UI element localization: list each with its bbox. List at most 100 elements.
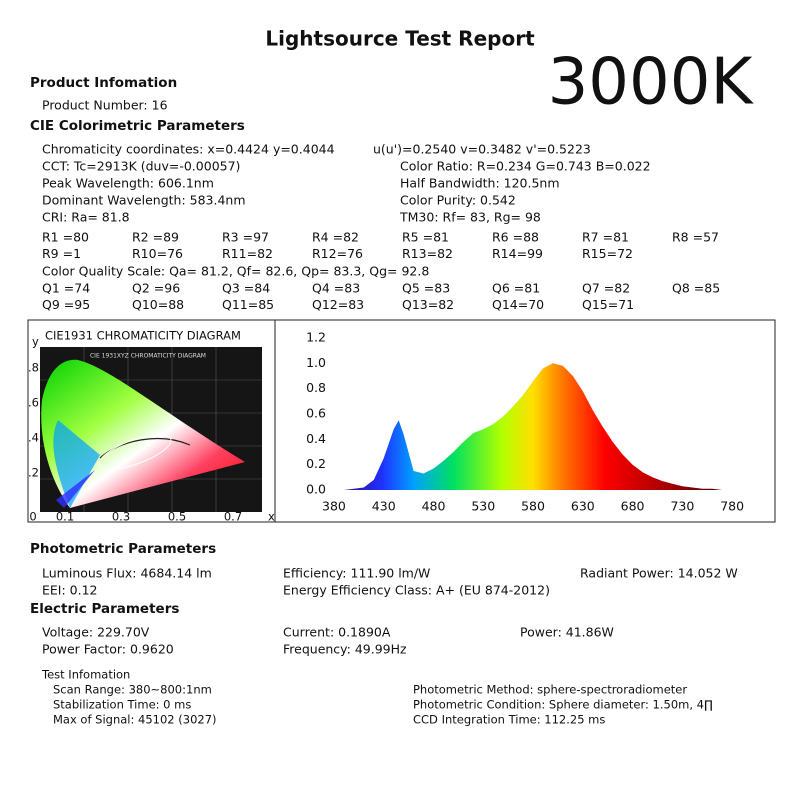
field: Luminous Flux: 4684.14 lm [42, 566, 212, 581]
field: Power Factor: 0.9620 [42, 642, 174, 657]
field: Product Number: 16 [42, 98, 168, 113]
index-value: R2 =89 [132, 230, 179, 245]
field: Scan Range: 380~800:1nm [53, 683, 212, 697]
index-value: R13=82 [402, 246, 453, 261]
field: Efficiency: 111.90 lm/W [283, 566, 430, 581]
index-value: R8 =57 [672, 230, 719, 245]
field: Dominant Wavelength: 583.4nm [42, 193, 246, 208]
heading: Photometric Parameters [30, 541, 216, 557]
index-value: Q4 =83 [312, 281, 360, 296]
index-value: R7 =81 [582, 230, 629, 245]
x-tick-label: 780 [720, 499, 744, 514]
index-value: R15=72 [582, 246, 633, 261]
y-tick-label: 0.4 [306, 431, 326, 446]
index-value: Q3 =84 [222, 281, 270, 296]
index-value: R1 =80 [42, 230, 89, 245]
inner-title: CIE 1931XYZ CHROMATICITY DIAGRAM [90, 353, 206, 360]
locus-blue [53, 420, 100, 508]
index-value: Q9 =95 [42, 297, 90, 312]
index-value: R11=82 [222, 246, 273, 261]
x-tick-label: 0 [29, 510, 36, 524]
spectrum-area [333, 363, 733, 490]
y-tick-label: 0.2 [306, 456, 326, 471]
index-value: Q2 =96 [132, 281, 180, 296]
index-value: R14=99 [492, 246, 543, 261]
axis-label: y [32, 335, 39, 349]
index-value: Q12=83 [312, 297, 364, 312]
x-tick-label: 630 [571, 499, 595, 514]
index-value: R6 =88 [492, 230, 539, 245]
locus-violet [56, 470, 95, 508]
x-tick-label: 380 [322, 499, 346, 514]
locus-ellipse [98, 434, 172, 470]
field: Energy Efficiency Class: A+ (EU 874-2012… [283, 583, 550, 598]
field: Color Quality Scale: Qa= 81.2, Qf= 82.6,… [42, 264, 429, 279]
index-value: Q11=85 [222, 297, 274, 312]
x-tick-label: 530 [471, 499, 495, 514]
index-value: Q5 =83 [402, 281, 450, 296]
field: Stabilization Time: 0 ms [53, 698, 191, 712]
field: Photometric Method: sphere-spectroradiom… [413, 683, 687, 697]
field: EEI: 0.12 [42, 583, 98, 598]
figure-box [27, 319, 776, 523]
field: Frequency: 49.99Hz [283, 642, 407, 657]
heading: Product Infomation [30, 75, 177, 91]
y-tick-label: 1.2 [306, 330, 326, 345]
title: Lightsource Test Report [265, 27, 535, 51]
diagram-title: CIE1931 CHROMATICITY DIAGRAM [45, 329, 241, 343]
field: CRI: Ra= 81.8 [42, 210, 130, 225]
index-value: R10=76 [132, 246, 183, 261]
x-tick-label: 0.5 [168, 510, 186, 524]
cct-badge: 3000K [548, 46, 755, 120]
heading: Test Infomation [41, 668, 130, 682]
y-tick-label: 0.8 [306, 380, 326, 395]
index-value: Q7 =82 [582, 281, 630, 296]
index-value: Q8 =85 [672, 281, 720, 296]
index-value: Q6 =81 [492, 281, 540, 296]
y-tick-label: 1.0 [306, 355, 326, 370]
heading: Electric Parameters [30, 601, 179, 617]
x-tick-label: 430 [372, 499, 396, 514]
field: Peak Wavelength: 606.1nm [42, 176, 214, 191]
field: CCD Integration Time: 112.25 ms [413, 713, 605, 727]
index-value: R12=76 [312, 246, 363, 261]
x-tick-label: 480 [422, 499, 446, 514]
index-value: Q1 =74 [42, 281, 90, 296]
field: TM30: Rf= 83, Rg= 98 [399, 210, 541, 225]
index-value: R4 =82 [312, 230, 359, 245]
index-value: R9 =1 [42, 246, 81, 261]
x-tick-label: 680 [621, 499, 645, 514]
y-tick-label: .6 [28, 396, 39, 410]
spectral-locus [41, 359, 245, 508]
index-value: Q13=82 [402, 297, 454, 312]
field: Max of Signal: 45102 (3027) [53, 713, 217, 727]
field: Color Purity: 0.542 [400, 193, 516, 208]
field: Radiant Power: 14.052 W [580, 566, 738, 581]
field: CCT: Tc=2913K (duv=-0.00057) [42, 159, 240, 174]
x-tick-label: 580 [521, 499, 545, 514]
axis-label: x [268, 510, 275, 524]
field: Power: 41.86W [520, 625, 614, 640]
field: u(u')=0.2540 v=0.3482 v'=0.5223 [373, 142, 591, 157]
field: Current: 0.1890A [283, 625, 391, 640]
index-value: Q15=71 [582, 297, 634, 312]
index-value: Q10=88 [132, 297, 184, 312]
x-tick-label: 730 [670, 499, 694, 514]
y-tick-label: 0.6 [306, 406, 326, 421]
x-tick-label: 0.3 [112, 510, 130, 524]
y-tick-label: 0.0 [306, 482, 326, 497]
field: Half Bandwidth: 120.5nm [400, 176, 560, 191]
y-tick-label: .8 [28, 361, 39, 375]
x-tick-label: 0.1 [56, 510, 74, 524]
y-tick-label: .2 [28, 466, 39, 480]
field: Photometric Condition: Sphere diameter: … [413, 698, 713, 712]
y-tick-label: .4 [28, 431, 39, 445]
field: Chromaticity coordinates: x=0.4424 y=0.4… [42, 142, 335, 157]
index-value: R3 =97 [222, 230, 269, 245]
field: Voltage: 229.70V [42, 625, 150, 640]
heading: CIE Colorimetric Parameters [30, 118, 245, 134]
field: Color Ratio: R=0.234 G=0.743 B=0.022 [400, 159, 651, 174]
index-value: Q14=70 [492, 297, 544, 312]
index-value: R5 =81 [402, 230, 449, 245]
